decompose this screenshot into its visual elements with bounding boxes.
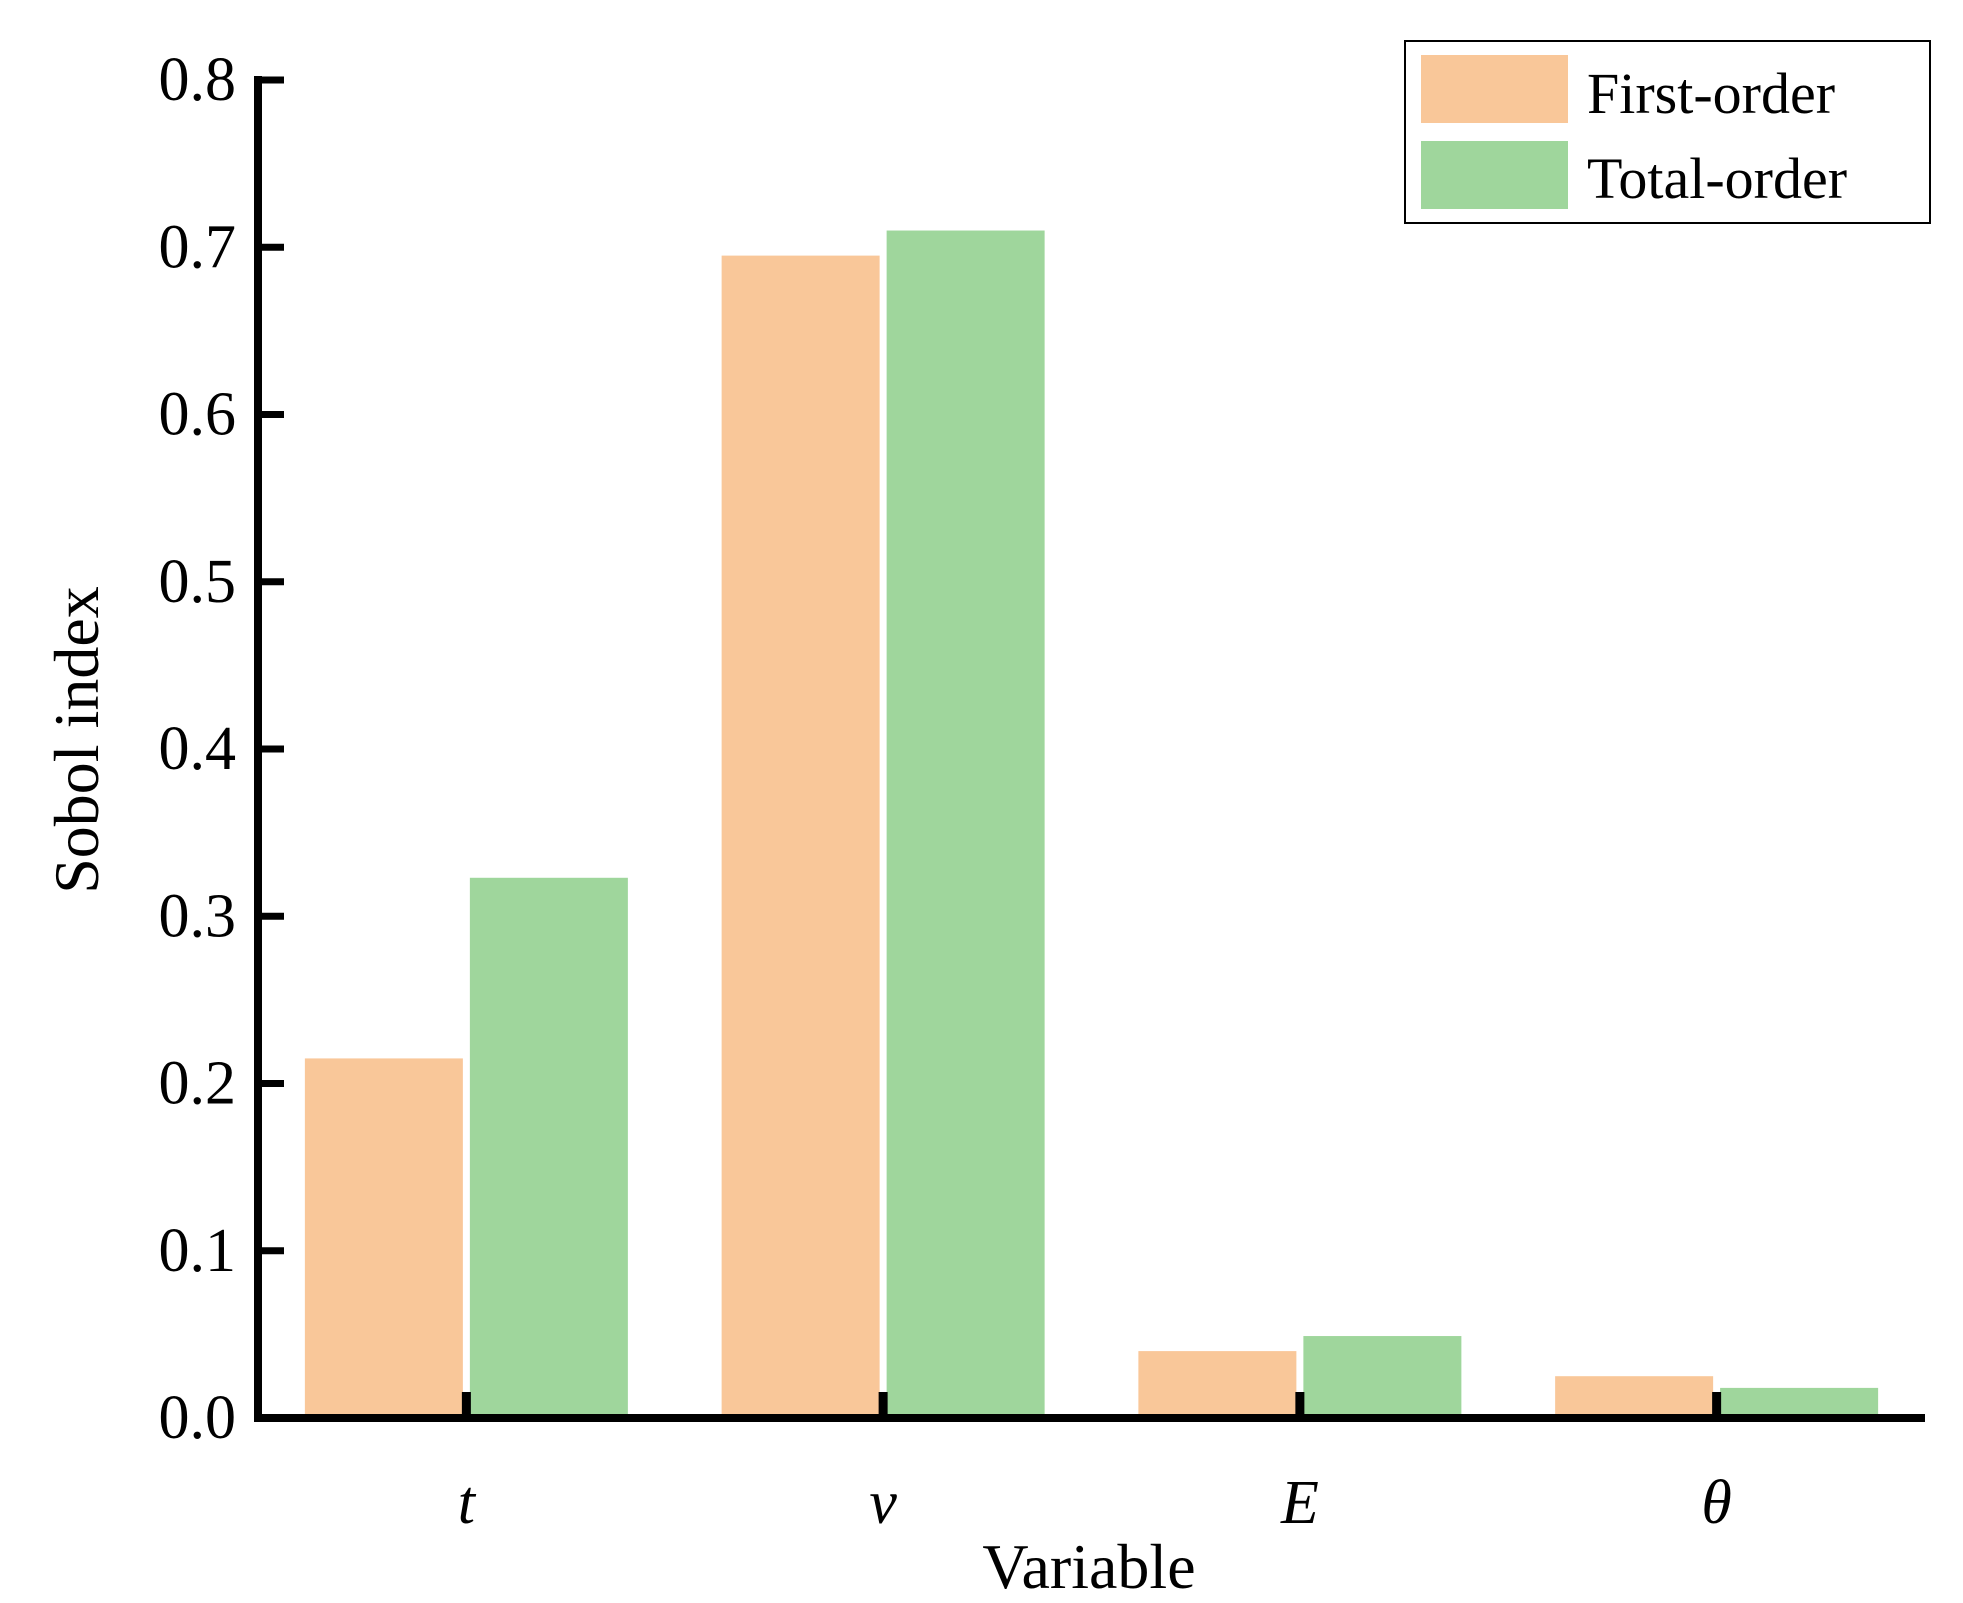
legend-swatch-first-order	[1421, 55, 1568, 123]
y-tick-label-5: 0.5	[159, 548, 237, 616]
x-tick-label-1: t	[458, 1469, 477, 1537]
legend-label-total-order: Total-order	[1587, 146, 1847, 211]
bar-total-order-2	[886, 230, 1045, 1418]
x-axis-title: Variable	[982, 1531, 1195, 1602]
bar-total-order-4	[1720, 1387, 1879, 1418]
bar-total-order-1	[469, 877, 628, 1418]
y-axis-title: Sobol index	[41, 586, 112, 894]
y-tick-label-2: 0.2	[159, 1050, 237, 1118]
y-tick-label-4: 0.4	[159, 715, 237, 783]
y-tick-label-7: 0.7	[159, 213, 237, 281]
y-tick-label-6: 0.6	[159, 381, 237, 449]
y-tick-label-0: 0.0	[159, 1384, 237, 1452]
bar-first-order-3	[1138, 1351, 1297, 1418]
legend-label-first-order: First-order	[1587, 61, 1835, 126]
bar-first-order-4	[1555, 1376, 1714, 1418]
bars-group	[304, 230, 1879, 1418]
y-tick-label-8: 0.8	[159, 46, 237, 114]
bar-first-order-1	[304, 1058, 463, 1418]
y-tick-label-3: 0.3	[159, 882, 237, 950]
bar-total-order-3	[1303, 1336, 1462, 1418]
x-tick-label-2: v	[869, 1469, 897, 1537]
bar-first-order-2	[721, 255, 880, 1418]
x-tick-label-3: E	[1280, 1469, 1319, 1537]
x-tick-label-4: θ	[1701, 1469, 1731, 1537]
y-tick-label-1: 0.1	[159, 1217, 237, 1285]
legend-swatch-total-order	[1421, 141, 1568, 209]
y-ticks-group: 0.0 0.1 0.2 0.3 0.4 0.5 0.6 0.7 0.8	[159, 46, 284, 1452]
legend: First-order Total-order	[1404, 40, 1931, 224]
